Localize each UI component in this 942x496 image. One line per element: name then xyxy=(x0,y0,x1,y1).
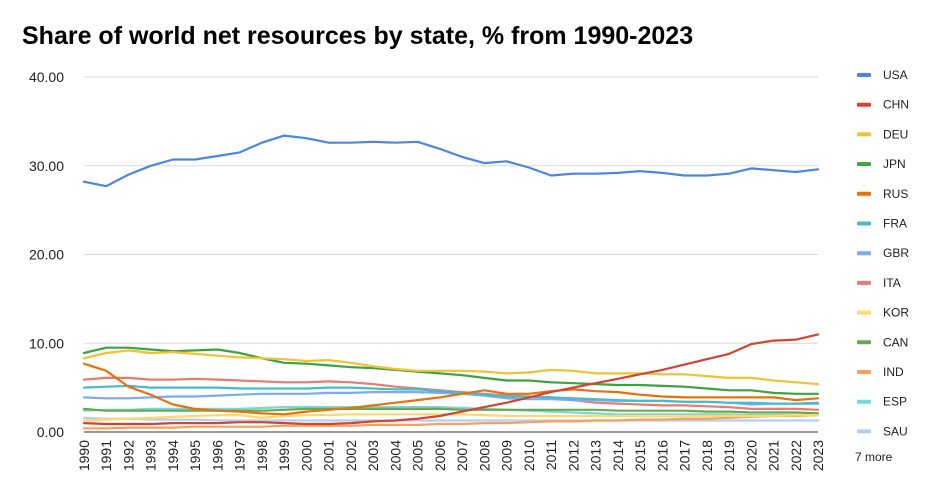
x-tick-label: 2009 xyxy=(499,440,515,471)
series-line-jpn xyxy=(82,346,820,395)
x-tick-label: 1999 xyxy=(276,440,292,471)
x-tick-label: 2016 xyxy=(654,440,670,471)
y-tick-label: 40.00 xyxy=(29,69,64,85)
legend-item-ita[interactable]: ITA xyxy=(857,276,901,290)
x-tick-label: 2020 xyxy=(743,440,759,471)
legend-swatch xyxy=(857,340,871,345)
series-lines xyxy=(82,134,820,430)
series-line-rus xyxy=(82,362,820,416)
legend-item-chn[interactable]: CHN xyxy=(857,98,909,112)
x-tick-label: 2007 xyxy=(454,440,470,471)
legend-label: USA xyxy=(883,68,908,82)
series-line-chn xyxy=(82,333,820,426)
chart-title: Share of world net resources by state, %… xyxy=(22,22,694,50)
legend-swatch xyxy=(857,132,871,137)
x-tick-label: 2014 xyxy=(610,440,626,471)
legend-item-kor[interactable]: KOR xyxy=(857,306,909,320)
x-tick-label: 1992 xyxy=(120,440,136,471)
x-tick-label: 2019 xyxy=(721,440,737,471)
x-tick-label: 2004 xyxy=(387,440,403,471)
legend-label: SAU xyxy=(883,424,908,438)
x-tick-label: 2000 xyxy=(298,440,314,471)
legend-label: KOR xyxy=(883,306,909,320)
gridlines xyxy=(84,76,818,433)
x-tick-label: 2011 xyxy=(543,440,559,470)
legend-label: GBR xyxy=(883,246,909,260)
x-tick-label: 2015 xyxy=(632,440,648,471)
legend: USA CHN DEU JPN RUS FRA GBR ITA KOR CAN IND ESP SAU 7… xyxy=(855,68,909,464)
legend-label: FRA xyxy=(883,217,907,231)
legend-item-rus[interactable]: RUS xyxy=(857,187,908,201)
y-tick-label: 30.00 xyxy=(29,158,64,174)
x-tick-label: 1994 xyxy=(165,440,181,471)
x-tick-label: 1990 xyxy=(76,440,92,471)
legend-swatch xyxy=(857,280,871,285)
legend-swatch xyxy=(857,221,871,226)
x-tick-label: 2002 xyxy=(343,440,359,471)
x-tick-label: 1996 xyxy=(209,440,225,471)
legend-item-sau[interactable]: SAU xyxy=(857,424,908,438)
legend-swatch xyxy=(857,310,871,315)
legend-swatch xyxy=(857,73,871,77)
y-tick-label: 20.00 xyxy=(29,247,64,263)
x-tick-label: 2018 xyxy=(699,440,715,471)
legend-label: ESP xyxy=(883,395,907,409)
legend-swatch xyxy=(857,399,871,404)
legend-item-usa[interactable]: USA xyxy=(857,68,908,82)
legend-swatch xyxy=(857,191,871,196)
legend-item-gbr[interactable]: GBR xyxy=(857,246,909,260)
x-tick-label: 2021 xyxy=(766,440,782,471)
x-tick-label: 2013 xyxy=(588,440,604,471)
series-line-sau xyxy=(82,416,820,422)
legend-label: CAN xyxy=(883,335,908,349)
legend-label: RUS xyxy=(883,187,908,201)
series-line-fra xyxy=(82,384,820,405)
legend-label: CHN xyxy=(883,98,909,112)
x-tick-label: 2022 xyxy=(788,440,804,471)
legend-item-can[interactable]: CAN xyxy=(857,335,908,349)
x-tick-label: 2005 xyxy=(410,440,426,471)
x-tick-label: 1991 xyxy=(98,440,114,471)
x-tick-label: 2001 xyxy=(321,440,337,471)
legend-swatch xyxy=(857,429,871,434)
x-tick-label: 2003 xyxy=(365,440,381,471)
x-tick-label: 1993 xyxy=(143,440,159,471)
legend-item-ind[interactable]: IND xyxy=(857,365,904,379)
x-tick-label: 2023 xyxy=(810,440,826,471)
x-tick-label: 2012 xyxy=(565,440,581,471)
x-tick-label: 1997 xyxy=(232,440,248,471)
legend-label: JPN xyxy=(883,157,906,171)
legend-label: ITA xyxy=(883,276,901,290)
legend-swatch xyxy=(857,102,871,107)
x-tick-label: 2006 xyxy=(432,440,448,471)
series-line-usa xyxy=(82,134,820,188)
axes: 0.00 10.00 20.00 30.00 40.00 1990 1991 1992 1993… xyxy=(29,69,826,471)
series-line-ind xyxy=(82,414,820,430)
legend-swatch xyxy=(857,251,871,256)
legend-more-link[interactable]: 7 more xyxy=(855,450,893,464)
series-line-deu xyxy=(82,349,820,386)
x-tick-label: 1995 xyxy=(187,440,203,471)
legend-swatch xyxy=(857,162,871,167)
x-tick-label: 1998 xyxy=(254,440,270,471)
y-tick-label: 10.00 xyxy=(29,335,64,351)
legend-item-fra[interactable]: FRA xyxy=(857,217,907,231)
x-tick-label: 2008 xyxy=(476,440,492,471)
legend-label: IND xyxy=(883,365,904,379)
legend-item-jpn[interactable]: JPN xyxy=(857,157,906,171)
legend-label: DEU xyxy=(883,127,908,141)
legend-item-esp[interactable]: ESP xyxy=(857,395,907,409)
legend-swatch xyxy=(857,370,871,374)
x-tick-label: 2017 xyxy=(677,440,693,471)
y-tick-label: 0.00 xyxy=(37,424,64,440)
legend-item-deu[interactable]: DEU xyxy=(857,127,908,141)
x-tick-label: 2010 xyxy=(521,440,537,471)
